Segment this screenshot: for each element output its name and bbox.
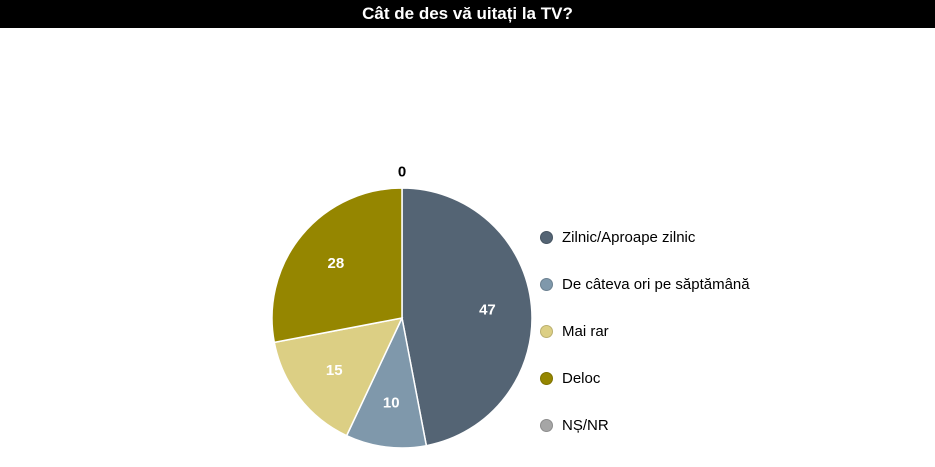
legend-item: De câteva ori pe săptămână xyxy=(540,261,750,308)
legend-item: NȘ/NR xyxy=(540,402,750,449)
legend-swatch-icon xyxy=(540,278,553,291)
pie-slice-2 xyxy=(345,315,428,449)
legend-label: Zilnic/Aproape zilnic xyxy=(562,229,696,246)
legend-label: De câteva ori pe săptămână xyxy=(562,276,750,293)
legend: Zilnic/Aproape zilnic De câteva ori pe să… xyxy=(540,214,750,449)
data-label-3: 15 xyxy=(326,362,343,379)
pie-slice-4 xyxy=(271,187,403,344)
legend-swatch-icon xyxy=(540,419,553,432)
legend-swatch-icon xyxy=(540,325,553,338)
legend-swatch-icon xyxy=(540,231,553,244)
data-label-2: 10 xyxy=(383,395,400,412)
data-label-1: 47 xyxy=(479,301,496,318)
legend-item: Mai rar xyxy=(540,308,750,355)
legend-label: NȘ/NR xyxy=(562,417,609,434)
legend-item: Zilnic/Aproape zilnic xyxy=(540,214,750,261)
legend-item: Deloc xyxy=(540,355,750,402)
data-label-5: 0 xyxy=(398,164,406,181)
legend-label: Mai rar xyxy=(562,323,609,340)
legend-swatch-icon xyxy=(540,372,553,385)
pie-slice-1 xyxy=(401,187,533,447)
data-label-4: 28 xyxy=(328,255,345,272)
pie-slice-3 xyxy=(273,316,404,437)
chart-title: Cât de des vă uitați la TV? xyxy=(0,0,935,28)
legend-label: Deloc xyxy=(562,370,601,387)
